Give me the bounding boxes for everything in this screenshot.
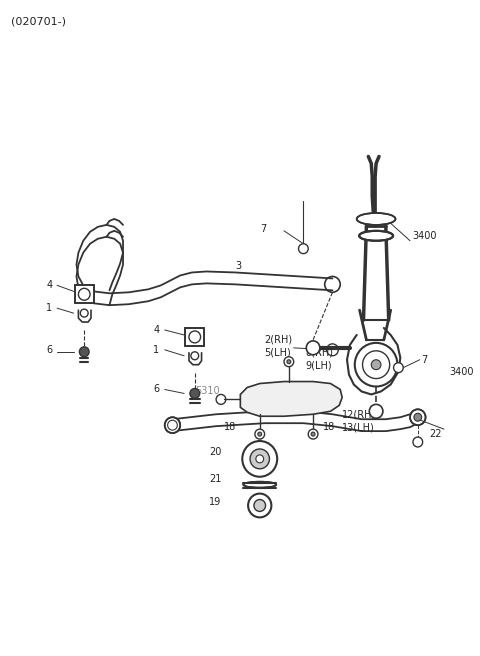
Bar [74, 285, 94, 303]
Text: 13(LH): 13(LH) [342, 422, 375, 432]
Text: 8(RH): 8(RH) [305, 348, 333, 358]
Text: 21: 21 [209, 474, 222, 483]
Ellipse shape [357, 213, 396, 225]
Circle shape [306, 341, 320, 355]
Polygon shape [240, 382, 342, 417]
Ellipse shape [243, 482, 276, 487]
Bar [185, 328, 204, 346]
Text: 20: 20 [209, 447, 222, 457]
Text: 19: 19 [209, 497, 222, 506]
Text: (020701-): (020701-) [11, 16, 66, 27]
Circle shape [255, 429, 264, 439]
Text: 22: 22 [430, 429, 442, 439]
Circle shape [299, 244, 308, 254]
Text: 18: 18 [224, 422, 236, 432]
Circle shape [394, 363, 403, 373]
Ellipse shape [165, 417, 180, 433]
Circle shape [284, 357, 294, 367]
Ellipse shape [359, 231, 393, 241]
Text: 12(RH): 12(RH) [342, 409, 376, 419]
Text: 9(LH): 9(LH) [305, 361, 332, 371]
Text: 6: 6 [153, 384, 159, 394]
Bar [74, 285, 94, 303]
Text: 7: 7 [260, 224, 266, 234]
Text: 1: 1 [47, 303, 52, 313]
Circle shape [311, 432, 315, 436]
Text: 4: 4 [153, 325, 159, 335]
Circle shape [371, 359, 381, 369]
Circle shape [242, 441, 277, 477]
Circle shape [308, 429, 318, 439]
Text: 5310: 5310 [195, 386, 219, 396]
Circle shape [256, 455, 264, 463]
Ellipse shape [410, 409, 426, 425]
Text: 3400: 3400 [449, 367, 473, 377]
Text: 18: 18 [323, 422, 335, 432]
Circle shape [79, 347, 89, 357]
Circle shape [250, 449, 269, 469]
Bar [185, 328, 204, 346]
Text: 4: 4 [47, 280, 52, 291]
Circle shape [190, 388, 200, 398]
Circle shape [287, 359, 291, 363]
Circle shape [258, 432, 262, 436]
Text: 5(LH): 5(LH) [264, 348, 291, 358]
Circle shape [369, 404, 383, 419]
Circle shape [355, 343, 397, 386]
Text: 2(RH): 2(RH) [264, 335, 293, 345]
Text: 3: 3 [236, 260, 241, 270]
Text: 6: 6 [47, 345, 52, 355]
Circle shape [413, 437, 423, 447]
Circle shape [254, 499, 265, 512]
Text: 1: 1 [153, 345, 159, 355]
Circle shape [414, 413, 421, 421]
Circle shape [362, 351, 390, 379]
Text: 7: 7 [421, 355, 428, 365]
Circle shape [248, 493, 271, 518]
Text: 3400: 3400 [412, 231, 436, 241]
